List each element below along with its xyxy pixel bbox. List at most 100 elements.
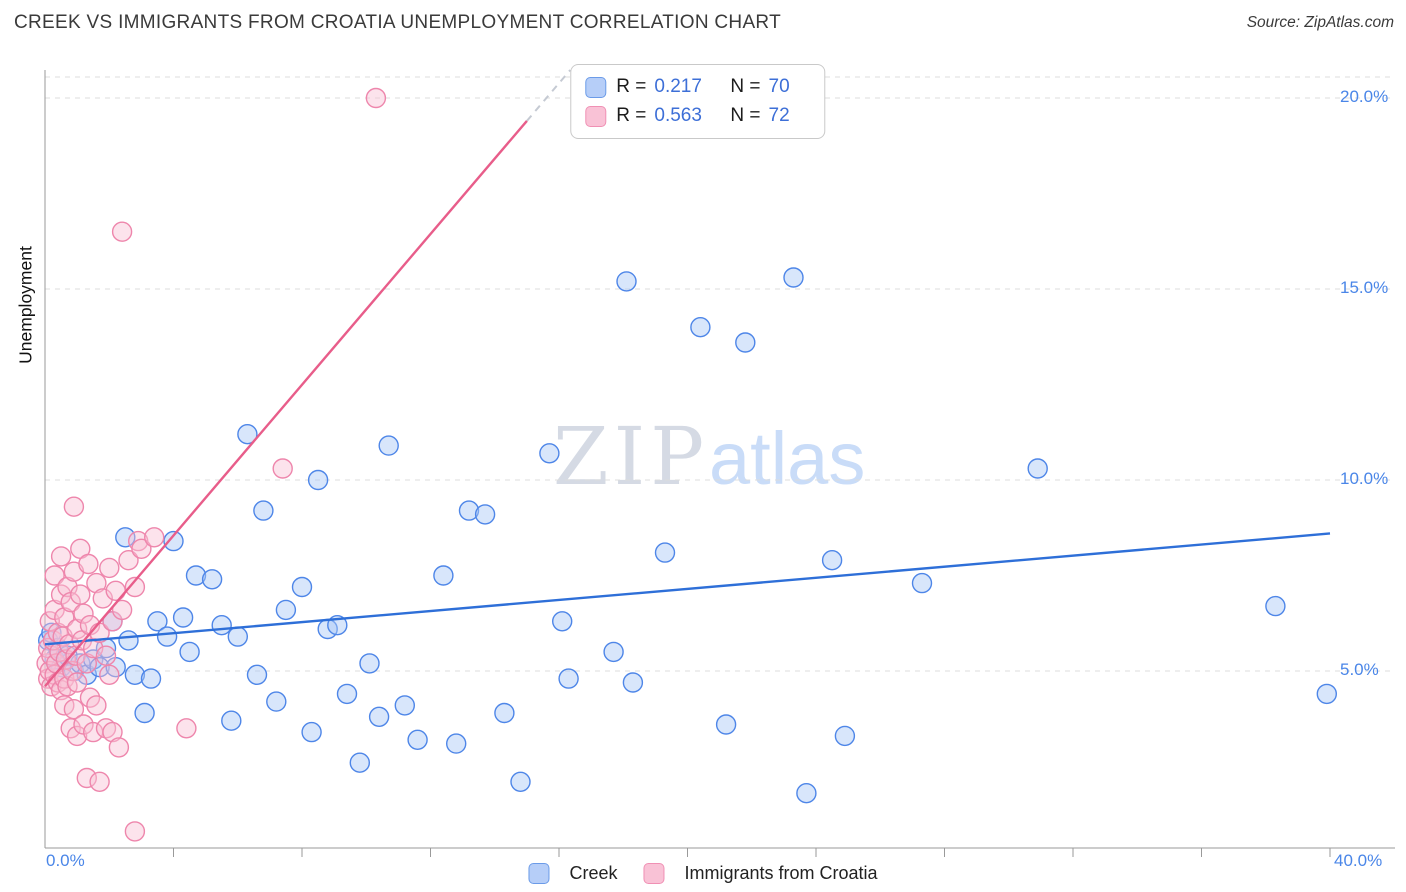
scatter-point-croatia bbox=[44, 565, 65, 586]
scatter-point-croatia bbox=[78, 553, 99, 575]
scatter-point-croatia bbox=[143, 527, 165, 548]
scatter-point-creek bbox=[616, 271, 637, 292]
scatter-point-croatia bbox=[102, 721, 123, 743]
scatter-point-creek bbox=[783, 267, 804, 288]
scatter-point-croatia bbox=[131, 538, 152, 559]
n-value-creek: 70 bbox=[768, 76, 790, 97]
scatter-point-croatia bbox=[66, 618, 88, 640]
stats-row-creek: R = 0.217 N = 70 bbox=[585, 76, 804, 98]
scatter-point-creek bbox=[394, 695, 415, 716]
scatter-point-croatia bbox=[95, 645, 117, 666]
scatter-point-croatia bbox=[50, 546, 72, 567]
scatter-point-creek bbox=[140, 668, 162, 689]
scatter-point-creek bbox=[163, 530, 184, 552]
scatter-point-croatia bbox=[108, 737, 130, 758]
scatter-point-creek bbox=[1316, 683, 1338, 705]
scatter-point-croatia bbox=[99, 557, 120, 579]
scatter-point-croatia bbox=[124, 576, 146, 598]
scatter-point-creek bbox=[266, 691, 287, 712]
scatter-point-creek bbox=[115, 527, 136, 548]
scatter-point-creek bbox=[118, 630, 139, 651]
scatter-point-creek bbox=[237, 424, 258, 445]
scatter-point-creek bbox=[307, 469, 329, 491]
watermark-atlas: atlas bbox=[709, 417, 866, 500]
legend-label-creek: Creek bbox=[569, 863, 618, 883]
scatter-point-croatia bbox=[86, 572, 107, 594]
scatter-point-croatia bbox=[89, 771, 110, 792]
scatter-point-creek bbox=[433, 565, 454, 586]
scatter-point-creek bbox=[134, 702, 155, 724]
scatter-point-croatia bbox=[176, 718, 197, 739]
creek-swatch-icon bbox=[528, 863, 550, 884]
scatter-point-creek bbox=[458, 500, 480, 521]
scatter-point-creek bbox=[211, 615, 232, 636]
scatter-point-creek bbox=[510, 771, 531, 792]
scatter-point-creek bbox=[558, 668, 579, 689]
scatter-point-creek bbox=[474, 504, 496, 525]
scatter-point-creek bbox=[1027, 458, 1048, 479]
scatter-point-croatia bbox=[70, 584, 91, 605]
r-value-creek: 0.217 bbox=[654, 76, 702, 97]
scatter-point-creek bbox=[622, 672, 644, 693]
scatter-point-creek bbox=[911, 572, 933, 594]
trend-line-creek bbox=[44, 532, 1331, 646]
scatter-point-creek bbox=[715, 714, 737, 735]
scatter-point-creek bbox=[603, 641, 624, 663]
scatter-point-creek bbox=[378, 435, 399, 456]
trend-line-ext-croatia bbox=[526, 69, 572, 122]
scatter-point-creek bbox=[185, 565, 207, 586]
scatter-point-croatia bbox=[111, 599, 133, 621]
stats-row-croatia: R = 0.563 N = 72 bbox=[585, 105, 804, 127]
scatter-point-croatia bbox=[365, 87, 387, 109]
creek-swatch-icon bbox=[585, 76, 607, 98]
n-value-croatia: 72 bbox=[768, 105, 790, 126]
scatter-point-creek bbox=[301, 721, 322, 743]
scatter-point-creek bbox=[291, 576, 313, 598]
scatter-point-croatia bbox=[66, 725, 88, 747]
scatter-point-creek bbox=[494, 702, 515, 724]
scatter-point-creek bbox=[336, 683, 358, 705]
x-axis-min-label: 0.0% bbox=[46, 851, 85, 870]
scatter-point-croatia bbox=[63, 699, 85, 720]
bottom-legend: Creek Immigrants from Croatia bbox=[528, 863, 878, 884]
x-axis-max-label: 40.0% bbox=[1334, 851, 1383, 870]
scatter-point-croatia bbox=[76, 653, 98, 674]
scatter-point-croatia bbox=[66, 672, 88, 693]
legend-item-croatia: Immigrants from Croatia bbox=[643, 863, 878, 884]
scatter-point-creek bbox=[172, 607, 194, 628]
scatter-point-croatia bbox=[76, 767, 98, 789]
y-tick-label-15: 15.0% bbox=[1340, 278, 1389, 297]
scatter-point-creek bbox=[227, 626, 249, 647]
y-tick-label-20: 20.0% bbox=[1340, 87, 1389, 106]
scatter-point-croatia bbox=[86, 695, 107, 716]
scatter-point-croatia bbox=[111, 221, 133, 242]
scatter-point-creek bbox=[552, 611, 573, 632]
scatter-point-creek bbox=[735, 332, 756, 353]
scatter-point-creek bbox=[221, 710, 242, 731]
scatter-point-croatia bbox=[92, 588, 114, 609]
scatter-point-creek bbox=[246, 664, 268, 685]
n-label: N = bbox=[730, 76, 761, 97]
watermark: ZIPatlas bbox=[553, 410, 865, 503]
r-value-croatia: 0.563 bbox=[654, 105, 702, 126]
scatter-point-creek bbox=[690, 317, 711, 338]
scatter-point-croatia bbox=[57, 576, 78, 598]
scatter-point-creek bbox=[179, 641, 200, 663]
scatter-point-creek bbox=[253, 500, 274, 521]
scatter-point-croatia bbox=[105, 580, 126, 601]
scatter-point-creek bbox=[275, 599, 297, 621]
y-tick-label-5: 5.0% bbox=[1340, 660, 1379, 679]
y-axis-title: Unemployment bbox=[15, 246, 36, 364]
scatter-point-croatia bbox=[63, 496, 85, 517]
scatter-point-creek bbox=[359, 653, 380, 674]
scatter-point-creek bbox=[1265, 595, 1286, 617]
page-title: CREEK VS IMMIGRANTS FROM CROATIA UNEMPLO… bbox=[14, 12, 782, 33]
scatter-point-creek bbox=[796, 783, 817, 804]
scatter-point-croatia bbox=[54, 607, 75, 628]
r-label: R = bbox=[616, 76, 647, 97]
legend-label-croatia: Immigrants from Croatia bbox=[684, 863, 878, 883]
stats-legend: R = 0.217 N = 70 R = 0.563 N = 72 bbox=[570, 64, 826, 139]
scatter-point-creek bbox=[539, 443, 560, 464]
